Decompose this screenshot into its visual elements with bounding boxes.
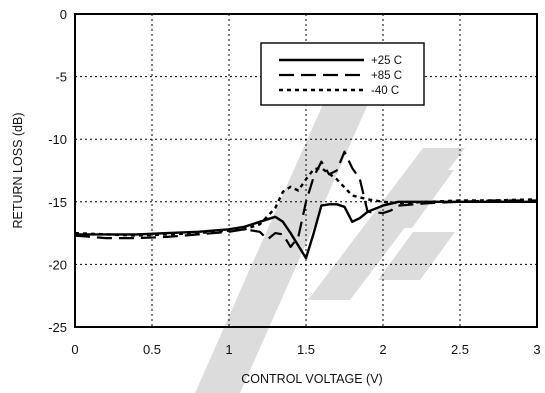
y-tick-label: -25 bbox=[48, 320, 67, 335]
x-tick-label: 2 bbox=[379, 342, 386, 357]
x-tick-label: 0 bbox=[71, 342, 78, 357]
watermark-band bbox=[195, 95, 372, 393]
legend-label-2: +85 C bbox=[371, 70, 402, 82]
legend-label-1: +25 C bbox=[371, 55, 402, 67]
y-tick-label: -15 bbox=[48, 195, 67, 210]
y-tick-label: -20 bbox=[48, 257, 67, 272]
x-tick-label: 1.5 bbox=[297, 342, 315, 357]
x-tick-label: 0.5 bbox=[143, 342, 161, 357]
watermark-band bbox=[372, 170, 454, 228]
x-tick-labels: 0 0.5 1 1.5 2 2.5 3 bbox=[71, 342, 540, 357]
y-tick-label: -5 bbox=[55, 70, 67, 85]
x-tick-label: 1 bbox=[225, 342, 232, 357]
x-axis-label: CONTROL VOLTAGE (V) bbox=[241, 372, 382, 386]
legend-label-3: -40 C bbox=[371, 85, 399, 97]
y-tick-label: -10 bbox=[48, 132, 67, 147]
x-tick-label: 3 bbox=[533, 342, 540, 357]
series-line-3 bbox=[74, 166, 538, 237]
plot-border bbox=[74, 13, 538, 328]
y-axis-label: RETURN LOSS (dB) bbox=[11, 113, 25, 229]
watermark bbox=[195, 95, 465, 393]
x-tick-label: 2.5 bbox=[451, 342, 469, 357]
y-tick-labels: 0 -5 -10 -15 -20 -25 bbox=[48, 7, 67, 335]
watermark-band bbox=[378, 232, 455, 280]
series-group bbox=[74, 150, 538, 260]
y-tick-label: 0 bbox=[60, 7, 67, 22]
legend: +25 C +85 C -40 C bbox=[260, 42, 425, 106]
series-line-2 bbox=[74, 150, 537, 248]
